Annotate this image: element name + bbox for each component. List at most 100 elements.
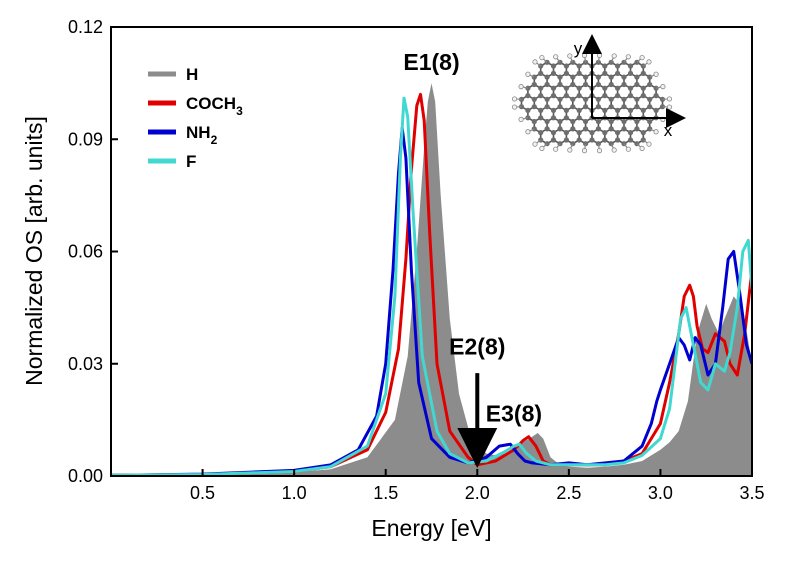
molecule-carbon-atom <box>621 126 627 132</box>
molecule-carbon-atom <box>595 74 602 80</box>
molecule-hydrogen-atom <box>525 129 531 135</box>
y-tick-label: 0.12 <box>68 17 103 37</box>
molecule-carbon-atom <box>550 93 557 99</box>
legend-label-subscript: 2 <box>211 133 218 147</box>
molecule-hydrogen-atom <box>553 54 559 60</box>
molecule-carbon-atom <box>627 63 634 69</box>
molecule-hydrogen-atom <box>539 54 545 61</box>
molecule-carbon-atom <box>576 85 582 91</box>
molecule-carbon-atom <box>634 74 640 80</box>
molecule-hydrogen-atom <box>653 71 659 77</box>
molecule-carbon-atom <box>621 96 627 102</box>
molecule-hydrogen-atom <box>539 145 545 152</box>
molecule-carbon-atom <box>550 130 557 136</box>
molecule-carbon-atom <box>608 96 614 102</box>
molecule-carbon-atom <box>595 126 602 132</box>
molecule-hydrogen-atom <box>660 84 666 90</box>
molecule-hydrogen-atom <box>611 147 617 153</box>
molecule-carbon-atom <box>531 126 537 132</box>
molecule-carbon-atom <box>563 85 570 91</box>
molecule-carbon-atom <box>525 107 531 113</box>
peak-annotation: E3(8) <box>486 401 542 427</box>
molecule-hydrogen-atom <box>567 53 573 59</box>
molecule-carbon-atom <box>647 118 653 125</box>
molecule-carbon-atom <box>589 137 595 143</box>
molecule-carbon-atom <box>653 93 659 99</box>
molecule-carbon-atom <box>595 118 602 125</box>
molecule-carbon-atom <box>640 85 646 91</box>
molecule-carbon-atom <box>531 74 537 80</box>
molecule-carbon-atom <box>531 96 537 102</box>
x-axis: 0.5 1.0 1.5 2.0 2.5 3.0 3.5 <box>190 469 765 503</box>
molecule-carbon-atom <box>576 107 582 113</box>
molecule-carbon-atom <box>627 70 634 76</box>
molecule-carbon-atom <box>615 70 621 76</box>
molecule-carbon-atom <box>550 137 557 143</box>
y-tick-label: 0.09 <box>68 129 103 149</box>
molecule-carbon-atom <box>602 93 608 99</box>
molecule-carbon-atom <box>538 115 544 121</box>
molecule-carbon-atom <box>570 96 576 102</box>
molecule-carbon-atom <box>544 118 550 125</box>
molecule-hydrogen-atom <box>653 129 659 135</box>
molecule-hydrogen-atom <box>646 141 652 147</box>
molecule-carbon-atom <box>550 85 557 91</box>
x-tick-label: 2.5 <box>556 483 581 503</box>
x-tick-label: 2.0 <box>465 483 490 503</box>
legend-label-main: F <box>186 152 196 171</box>
molecule-carbon-atom <box>544 74 550 80</box>
legend-label-subscript: 3 <box>236 104 243 118</box>
molecule-carbon-atom <box>583 96 589 102</box>
series-f-line <box>111 96 752 476</box>
molecule-carbon-atom <box>576 130 582 136</box>
molecule-carbon-atom <box>544 126 550 132</box>
legend-label-main: NH <box>186 123 211 142</box>
molecule-carbon-atom <box>615 137 621 143</box>
molecule-carbon-atom <box>557 126 563 132</box>
molecule-carbon-atom <box>627 93 634 99</box>
molecule-carbon-atom <box>615 107 621 113</box>
x-tick-label: 3.0 <box>648 483 673 503</box>
molecule-carbon-atom <box>647 81 653 88</box>
molecule-carbon-atom <box>570 81 576 88</box>
inset-axes: y x <box>574 34 686 140</box>
molecule-carbon-atom <box>570 74 576 80</box>
legend: H COCH3 NH2 F <box>148 65 243 171</box>
molecule-hydrogen-atom <box>532 59 538 65</box>
molecule-carbon-atom <box>647 104 653 110</box>
molecule-carbon-atom <box>621 74 627 80</box>
molecule-carbon-atom <box>615 85 621 91</box>
molecule-carbon-atom <box>634 104 640 110</box>
molecule-carbon-atom <box>550 63 557 69</box>
y-tick-label: 0.00 <box>68 466 103 486</box>
y-axis-title: Normalized OS [arb. units] <box>21 116 47 386</box>
molecule-carbon-atom <box>627 107 634 113</box>
molecule-carbon-atom <box>595 81 602 88</box>
molecule-carbon-atom <box>538 70 544 76</box>
molecule-carbon-atom <box>563 107 570 113</box>
molecule-carbon-atom <box>557 81 563 88</box>
legend-label-main: COCH <box>186 94 236 113</box>
legend-label: H <box>186 65 198 84</box>
molecule-carbon-atom <box>608 118 614 125</box>
molecule-carbon-atom <box>550 115 557 121</box>
molecule-hydrogen-atom <box>532 141 538 147</box>
molecule-carbon-atom <box>583 74 589 80</box>
molecule-carbon-atom <box>602 70 608 76</box>
molecule-carbon-atom <box>576 137 582 143</box>
legend-label: NH2 <box>186 123 218 147</box>
molecule-carbon-atom <box>550 70 557 76</box>
molecule-carbon-atom <box>627 85 634 91</box>
molecule-hydrogen-atom <box>646 59 652 65</box>
molecule-carbon-atom <box>608 126 614 132</box>
x-tick-label: 0.5 <box>190 483 215 503</box>
molecule-carbon-atom <box>640 130 646 136</box>
molecule-carbon-atom <box>595 59 602 65</box>
molecule-carbon-atom <box>563 63 570 69</box>
molecule-carbon-atom <box>615 63 621 69</box>
molecule-hydrogen-atom <box>596 148 603 154</box>
molecule-carbon-atom <box>570 126 576 132</box>
molecule-carbon-atom <box>525 93 531 99</box>
inset-x-label: x <box>664 121 673 140</box>
